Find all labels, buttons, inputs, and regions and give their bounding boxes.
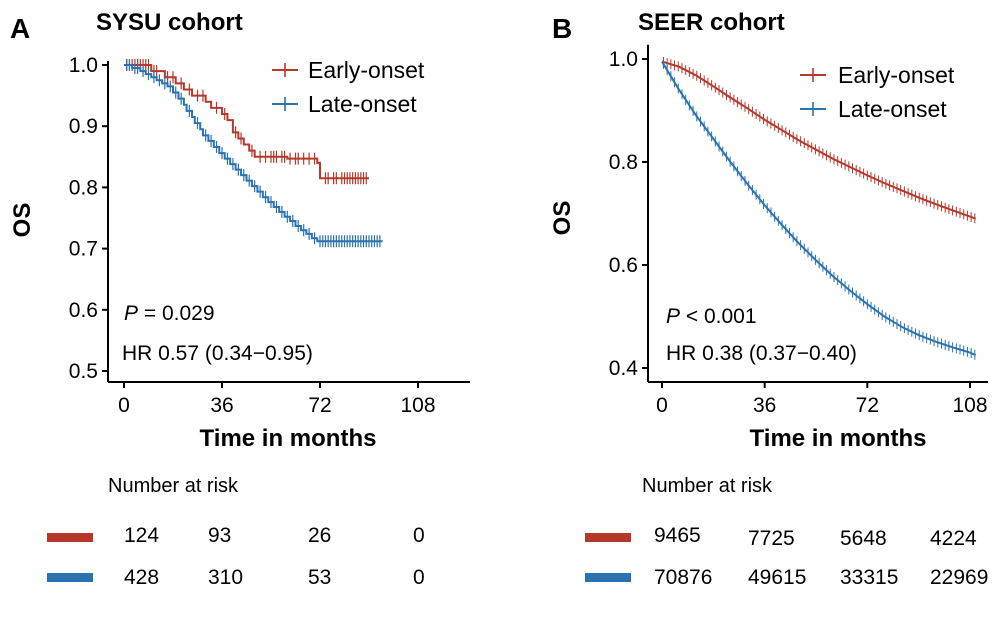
- p-value-annotation: P = 0.029: [124, 302, 215, 325]
- panel-letter: A: [10, 13, 30, 44]
- y-tick-label: 1.0: [69, 54, 98, 77]
- risk-cell: 0: [413, 524, 425, 547]
- risk-cell: 70876: [654, 566, 712, 589]
- y-tick-label: 0.6: [609, 254, 638, 277]
- series-group: [661, 57, 977, 360]
- legend-label-late-onset: Late-onset: [838, 96, 947, 122]
- panel-a: A SYSU cohort OS Time in months 0 36 72 108…: [9, 9, 470, 589]
- p-label: P: [124, 302, 138, 325]
- risk-cell: 53: [308, 566, 331, 589]
- risk-swatch-late-onset: [585, 573, 631, 582]
- chart-title: SYSU cohort: [96, 9, 243, 36]
- risk-cell: 33315: [840, 566, 898, 589]
- risk-cell: 26: [308, 524, 331, 547]
- x-tick-label: 0: [118, 394, 130, 417]
- hr-annotation: HR 0.57 (0.34−0.95): [122, 342, 313, 365]
- km-curve-early-onset: [661, 60, 977, 220]
- risk-cell: 124: [124, 524, 159, 547]
- risk-cell: 4224: [930, 527, 977, 550]
- x-tick-label: 108: [400, 394, 435, 417]
- chart-title: SEER cohort: [638, 9, 785, 36]
- risk-cell: 22969: [930, 566, 988, 589]
- y-axis-title: OS: [9, 203, 36, 238]
- p-value: = 0.029: [138, 302, 214, 325]
- y-tick-label: 0.9: [69, 115, 98, 138]
- axes: 0 36 72 108 0.4 0.6 0.8 1.0: [609, 44, 988, 417]
- x-tick-label: 72: [856, 394, 879, 417]
- risk-swatch-late-onset: [47, 573, 93, 582]
- x-tick-label: 72: [308, 394, 331, 417]
- legend-label-early-onset: Early-onset: [308, 57, 425, 83]
- km-curve-late-onset: [661, 61, 977, 357]
- risk-cell: 428: [124, 566, 159, 589]
- x-tick-label: 0: [656, 394, 668, 417]
- risk-cell: 9465: [654, 524, 701, 547]
- x-tick-label: 36: [210, 394, 233, 417]
- y-tick-label: 0.7: [69, 238, 98, 261]
- risk-cell: 5648: [840, 527, 887, 550]
- legend: Early-onset Late-onset: [272, 57, 425, 117]
- legend: Early-onset Late-onset: [800, 62, 955, 122]
- x-tick-label: 108: [952, 394, 987, 417]
- hr-annotation: HR 0.38 (0.37−0.40): [666, 342, 857, 365]
- risk-swatch-early-onset: [47, 533, 93, 542]
- y-axis-title: OS: [549, 201, 576, 236]
- series-group: [124, 59, 383, 248]
- p-value-annotation: P < 0.001: [666, 305, 757, 328]
- x-axis-title: Time in months: [200, 425, 377, 452]
- x-axis-title: Time in months: [750, 425, 927, 452]
- x-tick-label: 36: [753, 394, 776, 417]
- y-tick-label: 0.8: [609, 151, 638, 174]
- risk-cell: 93: [208, 524, 231, 547]
- legend-label-late-onset: Late-onset: [308, 91, 417, 117]
- p-label: P: [666, 305, 680, 328]
- y-tick-label: 0.5: [69, 360, 98, 383]
- legend-label-early-onset: Early-onset: [838, 62, 955, 88]
- y-tick-label: 1.0: [609, 48, 638, 71]
- risk-cell: 0: [413, 566, 425, 589]
- y-tick-label: 0.4: [609, 357, 639, 380]
- axes: 0 36 72 108 0.5 0.6 0.7 0.8 0.9 1.0: [69, 54, 470, 417]
- risk-table-title: Number at risk: [642, 475, 773, 497]
- risk-swatch-early-onset: [585, 533, 631, 542]
- km-curve-early-onset: [124, 64, 369, 180]
- panel-b: B SEER cohort OS Time in months 0 36 72 108…: [549, 9, 988, 589]
- panel-letter: B: [552, 13, 572, 44]
- risk-cell: 7725: [748, 527, 795, 550]
- y-tick-label: 0.8: [69, 176, 98, 199]
- p-value: < 0.001: [680, 305, 756, 328]
- risk-table-title: Number at risk: [108, 475, 239, 497]
- risk-cell: 49615: [748, 566, 806, 589]
- risk-cell: 310: [208, 566, 243, 589]
- y-tick-label: 0.6: [69, 299, 98, 322]
